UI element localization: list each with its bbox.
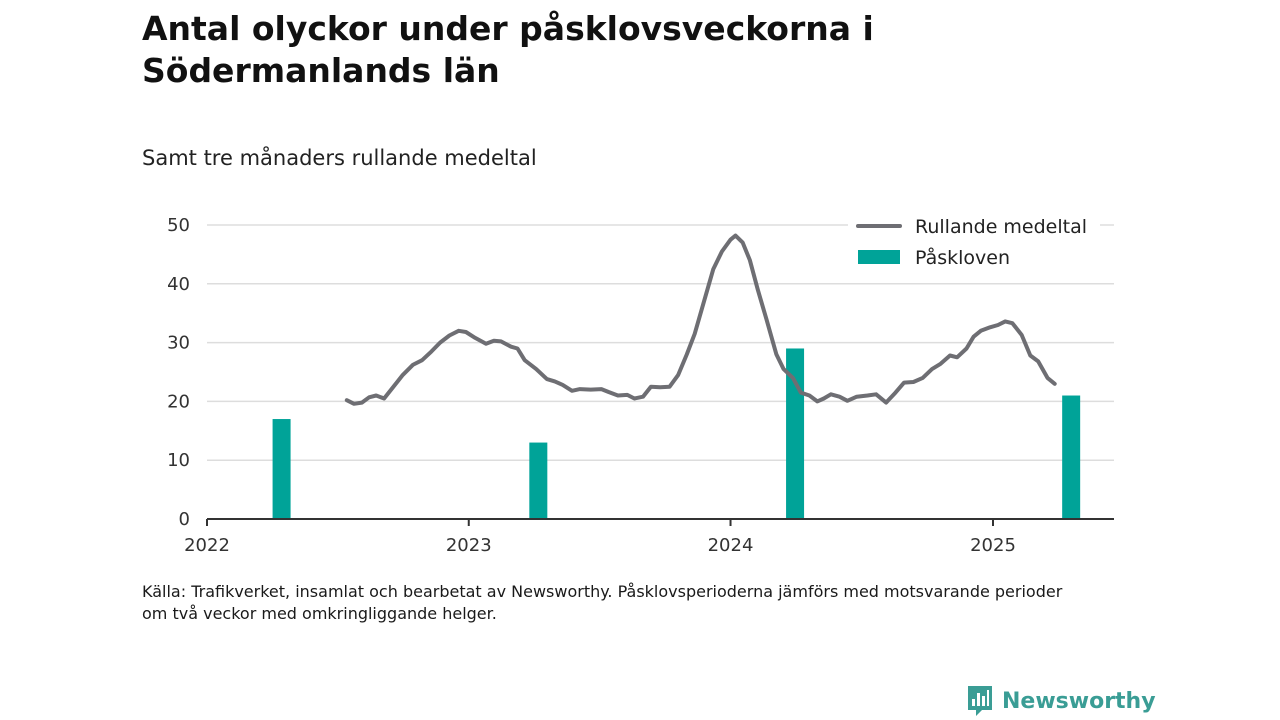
y-tick-label: 50 xyxy=(167,215,190,236)
source-note: Källa: Trafikverket, insamlat och bearbe… xyxy=(142,581,1072,625)
newsworthy-logo-icon xyxy=(968,686,992,716)
chart-title: Antal olyckor under påsklovsveckorna i S… xyxy=(142,9,874,90)
x-tick-label: 2024 xyxy=(708,535,754,556)
chart-subtitle: Samt tre månaders rullande medeltal xyxy=(142,146,537,170)
y-tick-label: 10 xyxy=(167,450,190,471)
brand-logo[interactable]: Newsworthy xyxy=(966,684,1156,718)
source-line-1: Källa: Trafikverket, insamlat och bearbe… xyxy=(142,582,1063,601)
line-series xyxy=(344,233,1057,406)
bar xyxy=(529,442,548,519)
x-tick-label: 2025 xyxy=(970,535,1016,556)
y-tick-label: 30 xyxy=(167,333,190,354)
legend: Rullande medeltal Påskloven xyxy=(848,208,1100,272)
legend-label-bar: Påskloven xyxy=(915,246,1010,269)
legend-label-line: Rullande medeltal xyxy=(915,216,1087,238)
bar xyxy=(1062,395,1081,519)
x-tick-label: 2022 xyxy=(184,535,230,556)
chart-canvas: 0 10 20 30 40 50 2022 2023 2024 2025 Rullande me… xyxy=(167,208,1114,556)
x-axis: 2022 2023 2024 2025 xyxy=(184,518,1114,556)
y-tick-label: 20 xyxy=(167,391,190,412)
y-tick-label: 40 xyxy=(167,274,190,295)
gridlines: 0 10 20 30 40 50 xyxy=(167,215,1114,530)
x-tick-label: 2023 xyxy=(446,535,492,556)
legend-bar-swatch xyxy=(858,250,900,264)
brand-name: Newsworthy xyxy=(1002,688,1156,714)
bar xyxy=(272,419,291,519)
source-line-2: om två veckor med omkringliggande helger… xyxy=(142,604,497,623)
y-tick-label: 0 xyxy=(179,509,190,530)
series-line xyxy=(344,233,1057,406)
